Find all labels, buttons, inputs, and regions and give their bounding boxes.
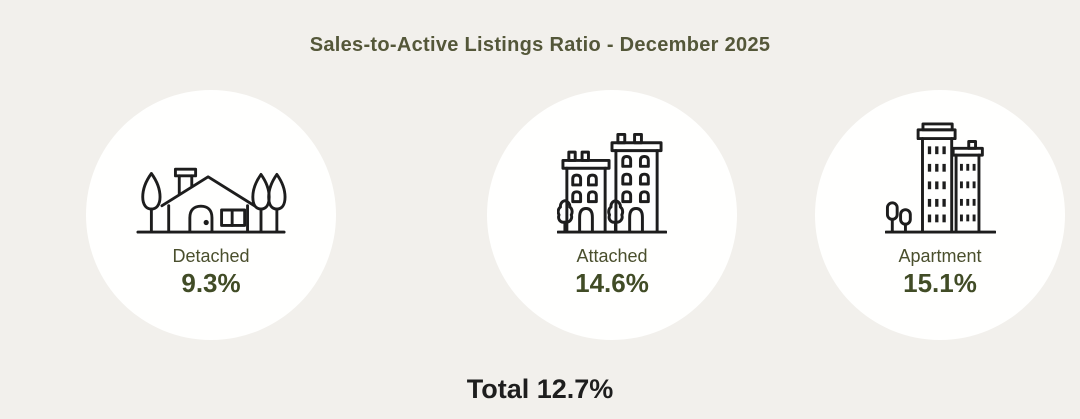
- detached-label: Detached: [172, 246, 250, 266]
- chart-title: Sales-to-Active Listings Ratio - Decembe…: [309, 34, 771, 56]
- attached-townhouse-icon: [557, 132, 667, 234]
- attached-icon-box: [557, 120, 667, 235]
- card-detached: Detached 9.3%: [86, 90, 336, 340]
- detached-value: 9.3%: [181, 268, 241, 298]
- apartment-value: 15.1%: [903, 268, 977, 298]
- attached-value: 14.6%: [575, 268, 649, 298]
- card-attached: Attached 14.6%: [487, 90, 737, 340]
- apartment-label: Apartment: [898, 246, 982, 266]
- detached-icon-box: [135, 120, 287, 235]
- total-value: Total 12.7%: [466, 374, 614, 404]
- apartment-icon-box: [884, 120, 996, 235]
- card-apartment: Apartment 15.1%: [815, 90, 1065, 340]
- apartment-building-icon: [884, 122, 996, 234]
- detached-house-icon: [136, 167, 287, 234]
- attached-label: Attached: [576, 246, 648, 266]
